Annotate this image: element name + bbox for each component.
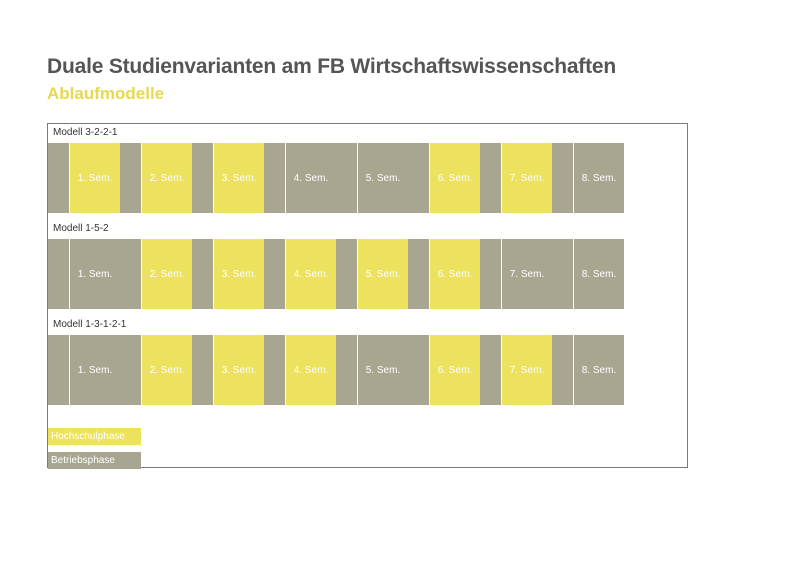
semester-block: 1. Sem. <box>70 239 120 309</box>
semester-block: 4. Sem. <box>286 335 336 405</box>
phase-gap-block <box>120 335 141 405</box>
phase-gap-block <box>48 335 69 405</box>
semester-block: 7. Sem. <box>502 143 552 213</box>
phase-gap-block <box>336 335 357 405</box>
semester-block: 2. Sem. <box>142 335 192 405</box>
phase-gap-block <box>552 143 573 213</box>
semester-block: 3. Sem. <box>214 239 264 309</box>
phase-gap-block <box>336 143 357 213</box>
phase-gap-block <box>264 239 285 309</box>
phase-gap-block <box>120 143 141 213</box>
phase-gap-block <box>264 143 285 213</box>
phase-gap-block <box>552 239 573 309</box>
phase-gap-block <box>552 335 573 405</box>
page-title: Duale Studienvarianten am FB Wirtschafts… <box>47 55 616 78</box>
legend-betriebsphase: Betriebsphase <box>48 452 141 469</box>
phase-gap-block <box>192 143 213 213</box>
legend-hochschulphase: Hochschulphase <box>48 428 141 445</box>
phase-gap-block <box>120 239 141 309</box>
semester-block: 1. Sem. <box>70 335 120 405</box>
semester-row: 1. Sem. 2. Sem. 3. Sem. 4. Sem. 5. Sem. 6. Se… <box>48 335 688 405</box>
phase-gap-block <box>480 335 501 405</box>
semester-block: 6. Sem. <box>430 239 480 309</box>
semester-block: 3. Sem. <box>214 335 264 405</box>
diagram-frame: Modell 3-2-2-1 1. Sem. 2. Sem. 3. Sem. 4. S… <box>47 123 688 469</box>
semester-block: 5. Sem. <box>358 239 408 309</box>
model-label: Modell 3-2-2-1 <box>53 127 118 138</box>
semester-block: 7. Sem. <box>502 335 552 405</box>
semester-block: 4. Sem. <box>286 239 336 309</box>
phase-gap-block <box>408 143 429 213</box>
model-label: Modell 1-5-2 <box>53 223 109 234</box>
semester-row: 1. Sem. 2. Sem. 3. Sem. 4. Sem. 5. Sem. 6. Se… <box>48 143 688 213</box>
phase-gap-block <box>480 239 501 309</box>
phase-gap-block <box>264 335 285 405</box>
semester-block: 7. Sem. <box>502 239 552 309</box>
semester-block: 2. Sem. <box>142 143 192 213</box>
phase-gap-block <box>192 335 213 405</box>
semester-block: 6. Sem. <box>430 143 480 213</box>
phase-gap-block <box>480 143 501 213</box>
semester-block: 2. Sem. <box>142 239 192 309</box>
phase-gap-block <box>408 335 429 405</box>
semester-block: 4. Sem. <box>286 143 336 213</box>
semester-block: 6. Sem. <box>430 335 480 405</box>
semester-block: 3. Sem. <box>214 143 264 213</box>
semester-block: 1. Sem. <box>70 143 120 213</box>
semester-block: 8. Sem. <box>574 143 624 213</box>
semester-block: 5. Sem. <box>358 143 408 213</box>
model-label: Modell 1-3-1-2-1 <box>53 319 127 330</box>
phase-gap-block <box>336 239 357 309</box>
semester-block: 8. Sem. <box>574 239 624 309</box>
phase-gap-block <box>408 239 429 309</box>
phase-gap-block <box>48 239 69 309</box>
phase-gap-block <box>48 143 69 213</box>
semester-row: 1. Sem. 2. Sem. 3. Sem. 4. Sem. 5. Sem. 6. Se… <box>48 239 688 309</box>
phase-gap-block <box>192 239 213 309</box>
semester-block: 8. Sem. <box>574 335 624 405</box>
semester-block: 5. Sem. <box>358 335 408 405</box>
page-subtitle: Ablaufmodelle <box>47 84 165 103</box>
